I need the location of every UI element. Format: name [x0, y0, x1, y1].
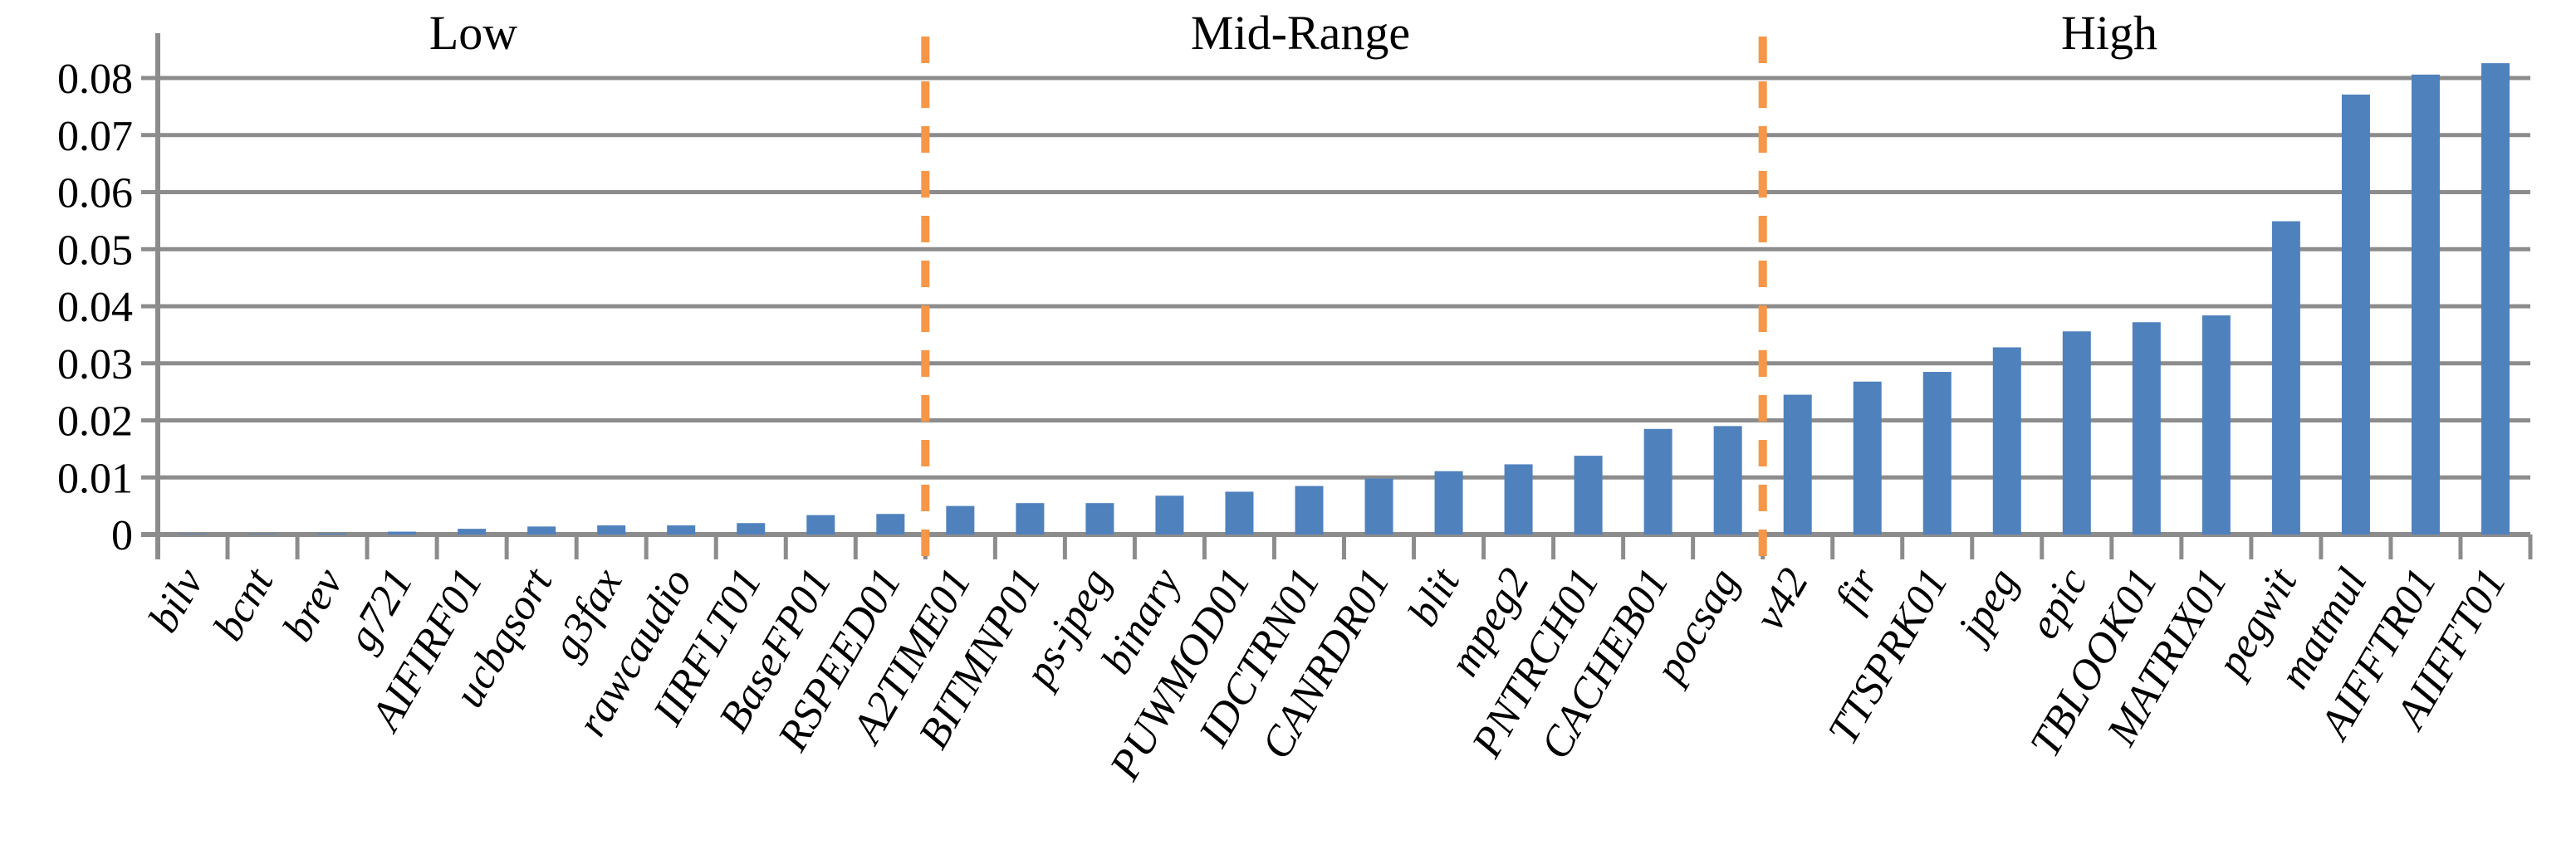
bar-brev — [318, 533, 347, 535]
bar-matmul — [2341, 94, 2370, 535]
bar-AIFFTR01 — [2411, 74, 2440, 535]
bar-fir — [1853, 381, 1882, 535]
bar-bilv — [179, 534, 208, 535]
region-label-high: High — [2061, 6, 2157, 60]
bar-rawcaudio — [667, 525, 696, 535]
bar-ps-jpeg — [1085, 503, 1114, 535]
x-label-bcnt: bcnt — [204, 559, 283, 648]
bar-ucbqsort — [527, 526, 556, 535]
y-tick-label-0.01: 0.01 — [57, 455, 133, 502]
bar-IDCTRN01 — [1295, 486, 1324, 535]
y-tick-label-0.08: 0.08 — [57, 56, 133, 103]
bar-binary — [1155, 495, 1184, 535]
y-tick-label-0.04: 0.04 — [57, 284, 133, 331]
bar-IIRFLT01 — [737, 523, 766, 535]
x-label-blit: blit — [1399, 559, 1470, 634]
y-tick-label-0.06: 0.06 — [57, 170, 133, 217]
bar-bcnt — [248, 534, 277, 535]
bar-BaseFP01 — [806, 515, 835, 535]
x-label-jpeg: jpeg — [1947, 561, 2027, 653]
y-tick-label-0.03: 0.03 — [57, 341, 133, 388]
y-tick-label-0.05: 0.05 — [57, 227, 133, 274]
bar-MATRIX01 — [2201, 315, 2231, 535]
bar-pegwit — [2271, 221, 2300, 535]
bar-CACHEB01 — [1643, 428, 1672, 535]
region-label-mid-range: Mid-Range — [1190, 6, 1411, 60]
bar-g3fax — [597, 525, 626, 535]
bar-CANRDR01 — [1364, 478, 1393, 535]
bar-RSPEED01 — [876, 514, 905, 535]
x-label-bilv: bilv — [140, 560, 213, 641]
bar-v42 — [1783, 394, 1812, 535]
bar-jpeg — [1992, 347, 2021, 535]
bar-mpeg2 — [1504, 464, 1533, 535]
bar-PUWMOD01 — [1225, 491, 1254, 535]
x-label-fir: fir — [1826, 560, 1888, 620]
bar-AIFIRF01 — [458, 529, 487, 535]
x-label-v42: v42 — [1746, 561, 1818, 639]
bar-BITMNP01 — [1016, 503, 1045, 535]
y-tick-label-0.07: 0.07 — [57, 113, 133, 160]
bar-g721 — [388, 531, 417, 535]
y-tick-label-0.02: 0.02 — [57, 398, 133, 446]
bar-TBLOOK01 — [2132, 322, 2161, 535]
bar-PNTRCH01 — [1574, 456, 1603, 535]
bar-AIIFFT01 — [2481, 63, 2510, 535]
bar-pocsag — [1713, 426, 1742, 535]
bar-A2TIME01 — [946, 505, 975, 535]
bar-epic — [2062, 331, 2091, 535]
y-tick-label-0: 0 — [111, 512, 133, 559]
bar-blit — [1434, 471, 1463, 535]
region-label-low: Low — [429, 6, 518, 60]
bar-TTSPRK01 — [1922, 372, 1952, 535]
